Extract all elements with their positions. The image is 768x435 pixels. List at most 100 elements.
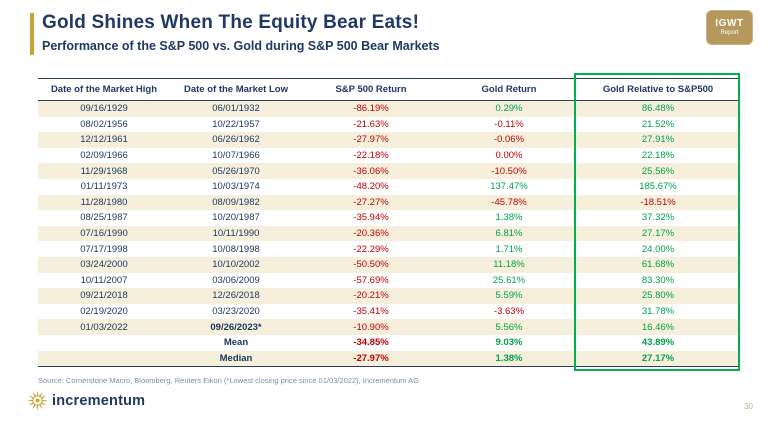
value-cell: 0.29% [495, 103, 523, 115]
value-cell: 5.56% [495, 321, 523, 333]
date-cell: 01/03/2022 [80, 321, 128, 333]
value-cell: 37.32% [641, 212, 675, 224]
value-cell: -21.63% [353, 118, 389, 130]
value-cell: -57.69% [353, 274, 389, 286]
date-cell: 08/25/1987 [80, 212, 128, 224]
page-number: 30 [744, 402, 753, 411]
date-cell: 03/24/2000 [80, 259, 128, 271]
table-row: 01/11/1973 10/03/1974 -48.20% 137.47% 185.67… [38, 179, 738, 195]
value-cell: -20.36% [353, 228, 389, 240]
column-header: Gold Return [440, 78, 578, 101]
date-cell: 10/03/1974 [212, 181, 260, 193]
value-cell: 22.18% [641, 150, 675, 162]
value-cell: 61.68% [641, 259, 675, 271]
value-cell: -27.97% [353, 134, 389, 146]
date-cell: 10/11/1990 [212, 228, 260, 240]
date-cell: 12/26/2018 [212, 290, 260, 302]
sun-icon [27, 390, 48, 411]
column-header: Gold Relative to S&P500 [578, 78, 738, 101]
page-subtitle: Performance of the S&P 500 vs. Gold duri… [42, 39, 440, 53]
value-cell: 31.78% [641, 306, 675, 318]
value-cell: 6.81% [495, 228, 523, 240]
date-cell: 07/16/1990 [80, 228, 128, 240]
value-cell: 1.71% [495, 243, 523, 255]
date-cell [38, 350, 170, 368]
date-cell: 11/28/1980 [80, 196, 128, 208]
date-cell: 10/11/2007 [80, 274, 128, 286]
value-cell: -35.41% [353, 306, 389, 318]
table-header-row: Date of the Market High Date of the Marke… [38, 78, 738, 101]
date-cell: 08/09/1982 [212, 196, 260, 208]
value-cell: -86.19% [353, 103, 389, 115]
date-cell: 09/26/2023* [210, 321, 262, 333]
table-row: 07/16/1990 10/11/1990 -20.36% 6.81% 27.17% [38, 225, 738, 242]
value-cell: 27.91% [641, 134, 675, 146]
igwt-report-badge: IGWT Report [706, 10, 753, 45]
table-row: 08/02/1956 10/22/1957 -21.63% -0.11% 21.52% [38, 117, 738, 133]
table-row: 02/09/1966 10/07/1966 -22.18% 0.00% 22.18% [38, 148, 738, 164]
table-row: 11/28/1980 08/09/1982 -27.27% -45.78% -18.51… [38, 194, 738, 211]
date-cell: 02/19/2020 [80, 306, 128, 318]
bear-markets-table: Date of the Market High Date of the Marke… [38, 78, 738, 368]
value-cell: -18.51% [640, 196, 676, 208]
value-cell: 25.56% [641, 165, 675, 177]
date-cell: 09/21/2018 [80, 290, 128, 302]
date-cell: 08/02/1956 [80, 118, 128, 130]
value-cell: -27.27% [353, 196, 389, 208]
date-cell: 05/26/1970 [212, 165, 260, 177]
date-cell: 10/07/1966 [212, 150, 260, 162]
table-row: 09/21/2018 12/26/2018 -20.21% 5.59% 25.80% [38, 288, 738, 304]
date-cell: 09/16/1929 [80, 103, 128, 115]
column-header: S&P 500 Return [302, 78, 440, 101]
value-cell: 185.67% [639, 181, 677, 193]
table-row: 02/19/2020 03/23/2020 -35.41% -3.63% 31.78% [38, 304, 738, 320]
table-body: 09/16/1929 06/01/1932 -86.19% 0.29% 86.48% 08… [38, 100, 738, 368]
date-cell: 11/29/1968 [80, 165, 128, 177]
summary-row: Median -27.97% 1.38% 27.17% [38, 350, 738, 368]
source-note: Source: Cornerstone Macro, Bloomberg, Re… [38, 376, 420, 385]
value-cell: 27.17% [578, 350, 738, 368]
title-accent-bar [30, 13, 34, 55]
date-cell: 01/11/1973 [80, 181, 128, 193]
value-cell: -20.21% [353, 290, 389, 302]
date-cell: 10/08/1998 [212, 243, 260, 255]
value-cell: -0.11% [494, 118, 524, 130]
value-cell: 9.03% [495, 337, 523, 349]
date-cell: 03/06/2009 [212, 274, 260, 286]
value-cell: -35.94% [353, 212, 389, 224]
value-cell: -36.06% [353, 165, 389, 177]
value-cell: 5.59% [495, 290, 523, 302]
value-cell: 16.46% [641, 321, 675, 333]
value-cell: -27.97% [302, 350, 440, 368]
table-row: 11/29/1968 05/26/1970 -36.06% -10.50% 25.56% [38, 163, 738, 179]
date-cell: 02/09/1966 [80, 150, 128, 162]
value-cell: -22.18% [353, 150, 389, 162]
value-cell: 137.47% [490, 181, 528, 193]
date-cell: 06/26/1962 [212, 134, 260, 146]
value-cell: 1.38% [495, 212, 523, 224]
table-row: 08/25/1987 10/20/1987 -35.94% 1.38% 37.32% [38, 210, 738, 226]
date-cell: Median [170, 350, 302, 368]
column-header: Date of the Market High [38, 78, 170, 101]
date-cell: Mean [223, 337, 249, 349]
table-row: 07/17/1998 10/08/1998 -22.29% 1.71% 24.00% [38, 241, 738, 257]
value-cell: -34.85% [353, 337, 389, 349]
date-cell: 10/10/2002 [212, 259, 260, 271]
column-header: Date of the Market Low [170, 78, 302, 101]
value-cell: 11.18% [493, 259, 525, 271]
value-cell: -45.78% [491, 196, 527, 208]
value-cell: 21.52% [641, 118, 675, 130]
table-row: 10/11/2007 03/06/2009 -57.69% 25.61% 83.30% [38, 273, 738, 289]
value-cell: 1.38% [440, 350, 578, 368]
value-cell: 0.00% [495, 150, 523, 162]
date-cell: 06/01/1932 [212, 103, 260, 115]
table-row: 09/16/1929 06/01/1932 -86.19% 0.29% 86.48% [38, 100, 738, 117]
value-cell: -50.50% [353, 259, 389, 271]
value-cell: -48.20% [353, 181, 389, 193]
page-title: Gold Shines When The Equity Bear Eats! [42, 12, 420, 33]
value-cell: 27.17% [641, 228, 675, 240]
summary-row: Mean -34.85% 9.03% 43.89% [38, 335, 738, 351]
value-cell: 83.30% [641, 274, 675, 286]
table-row: 03/24/2000 10/10/2002 -50.50% 11.18% 61.68% [38, 256, 738, 273]
